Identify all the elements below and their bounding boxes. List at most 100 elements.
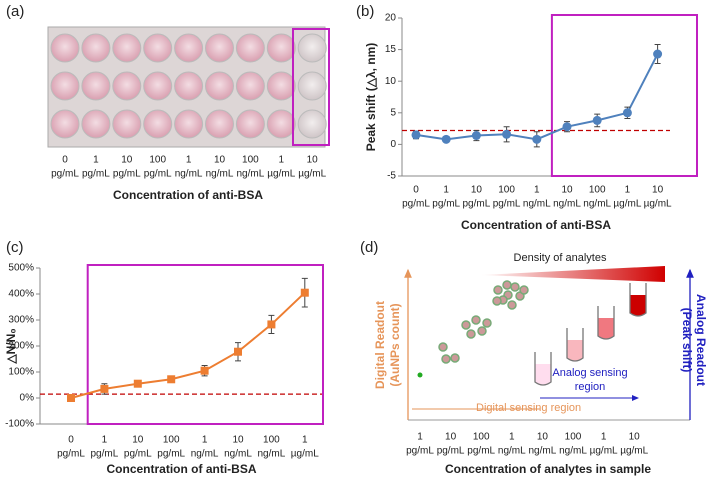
well [205, 33, 234, 63]
well [297, 33, 327, 63]
y-tick-label: -5 [387, 171, 396, 182]
x-tick-label: 1 [443, 185, 449, 196]
x-tick-label: 100 [565, 432, 582, 443]
marker [67, 394, 75, 402]
aunp [482, 318, 492, 328]
x-tick-label: 10 [629, 432, 641, 443]
well [297, 71, 327, 101]
well [266, 71, 296, 101]
tube-liquid [630, 295, 646, 316]
aunp [502, 280, 512, 290]
aunp [493, 285, 503, 295]
x-tick-label: 1 [302, 435, 308, 446]
x-tick-unit: µg/mL [291, 449, 319, 460]
density-title: Density of analytes [514, 252, 607, 264]
x-tick-label: 0 [413, 185, 419, 196]
x-tick-unit: ng/mL [559, 446, 587, 457]
x-tick-unit: pg/mL [406, 446, 434, 457]
well [112, 109, 142, 139]
y-axis-label: △N/N₀ [4, 328, 18, 364]
x-tick-label: 100 [149, 155, 166, 166]
y-tick-label: 0% [20, 393, 35, 404]
well [50, 33, 80, 63]
well [81, 109, 111, 139]
x-tick-label: 10 [232, 435, 244, 446]
well [143, 33, 173, 63]
highlight-box [292, 28, 330, 146]
x-tick-label: 10 [561, 185, 573, 196]
tube [597, 306, 615, 340]
well [205, 109, 234, 139]
y-tick-label: 0 [390, 139, 396, 150]
y-tick-label: 500% [8, 263, 34, 274]
well [143, 71, 173, 101]
well [50, 71, 80, 101]
left-label: (AuNPs count) [388, 303, 402, 386]
x-tick-label: 10 [471, 185, 483, 196]
tube [566, 328, 584, 362]
well [174, 33, 204, 63]
x-tick-unit: pg/mL [157, 449, 185, 460]
x-axis-label: Concentration of anti-BSA [113, 188, 263, 202]
aunp [461, 320, 471, 330]
y-tick-label: 10 [385, 76, 397, 87]
well [235, 33, 265, 63]
x-tick-unit: ng/mL [583, 199, 611, 210]
marker [562, 122, 572, 132]
panel-label: (b) [356, 3, 374, 20]
marker [592, 115, 602, 125]
well [235, 109, 265, 139]
well [81, 33, 111, 63]
marker [133, 379, 142, 388]
x-axis-label: Concentration of anti-BSA [461, 218, 611, 232]
y-tick-label: 200% [8, 341, 34, 352]
aunp [438, 342, 448, 352]
x-tick-unit: ng/mL [224, 449, 252, 460]
aunp [466, 329, 476, 339]
x-tick-label: 0 [68, 435, 74, 446]
y-tick-label: 15 [385, 44, 397, 55]
x-tick-label: 0 [62, 155, 68, 166]
x-tick-label: 1 [534, 185, 540, 196]
highlight-box [550, 14, 699, 177]
x-tick-unit: pg/mL [124, 449, 152, 460]
marker [300, 288, 309, 297]
marker [532, 134, 542, 144]
x-tick-unit: pg/mL [432, 199, 460, 210]
aunp [417, 372, 423, 378]
marker [200, 366, 209, 375]
marker [622, 108, 632, 118]
x-tick-label: 10 [445, 432, 457, 443]
x-tick-unit: ng/mL [258, 449, 286, 460]
well [174, 109, 204, 139]
x-tick-unit: µg/mL [644, 199, 672, 210]
x-tick-unit: pg/mL [463, 199, 491, 210]
x-tick-unit: pg/mL [437, 446, 465, 457]
x-tick-label: 1 [625, 185, 631, 196]
x-tick-unit: pg/mL [144, 169, 172, 180]
marker [167, 375, 176, 384]
density-wedge [480, 266, 665, 282]
x-tick-unit: µg/mL [590, 446, 618, 457]
x-tick-label: 1 [601, 432, 607, 443]
x-tick-unit: ng/mL [237, 169, 265, 180]
x-tick-unit: ng/mL [498, 446, 526, 457]
x-tick-unit: µg/mL [613, 199, 641, 210]
x-axis-label: Concentration of anti-BSA [107, 462, 257, 476]
x-tick-unit: ng/mL [175, 169, 203, 180]
aunp [507, 300, 517, 310]
x-tick-unit: ng/mL [529, 446, 557, 457]
well [235, 71, 265, 101]
y-tick-label: 400% [8, 289, 34, 300]
x-tick-label: 1 [102, 435, 108, 446]
x-tick-label: 1 [93, 155, 99, 166]
marker [502, 129, 512, 139]
aunp [471, 315, 481, 325]
aunp [477, 326, 487, 336]
analog-region-label: Analog sensing [552, 367, 627, 379]
marker [441, 134, 451, 144]
x-tick-label: 10 [132, 435, 144, 446]
marker [100, 384, 109, 393]
aunp [510, 282, 520, 292]
x-tick-label: 100 [242, 155, 259, 166]
